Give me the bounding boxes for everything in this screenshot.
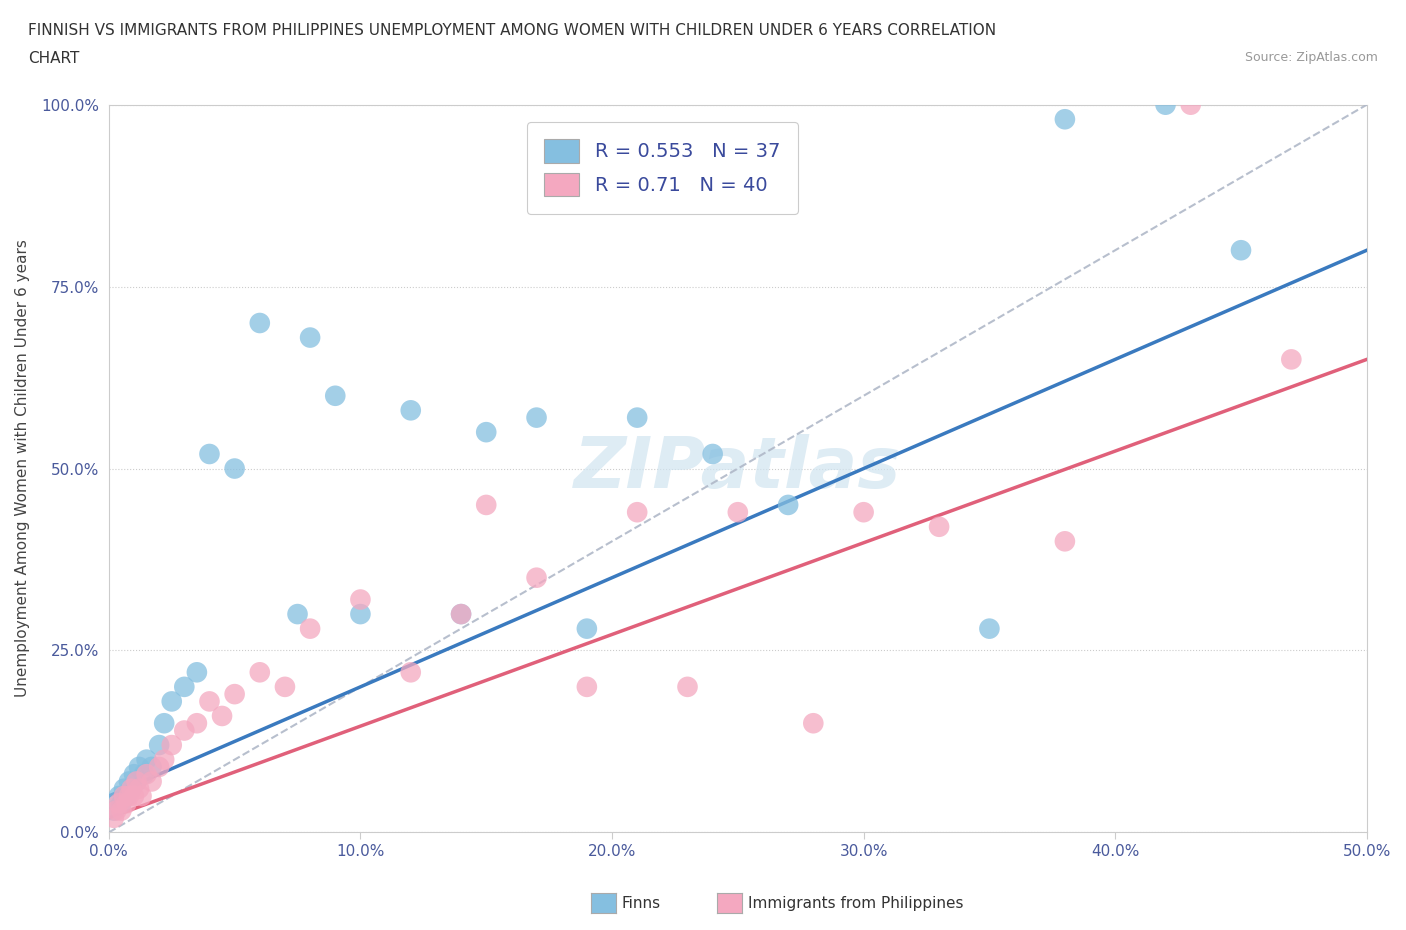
Point (249, 315, 271, 330)
Point (121, 781, 143, 796)
Text: FINNISH VS IMMIGRANTS FROM PHILIPPINES UNEMPLOYMENT AMONG WOMEN WITH CHILDREN UN: FINNISH VS IMMIGRANTS FROM PHILIPPINES U… (28, 23, 997, 38)
Point (475, 498, 498, 512)
Point (132, 766, 155, 781)
Point (349, 606, 371, 621)
Point (1230, 243, 1253, 258)
Point (118, 774, 141, 789)
Point (108, 796, 131, 811)
Point (186, 716, 208, 731)
Point (115, 796, 138, 811)
Point (122, 766, 145, 781)
Point (198, 694, 221, 709)
Point (198, 446, 221, 461)
Point (115, 789, 138, 804)
Point (575, 680, 598, 695)
Y-axis label: Unemployment Among Women with Children Under 6 years: Unemployment Among Women with Children U… (15, 240, 30, 698)
Point (526, 410, 548, 425)
Point (103, 810, 125, 825)
Point (135, 766, 157, 781)
Point (323, 389, 346, 404)
Point (112, 781, 135, 796)
Point (186, 665, 208, 680)
Point (1180, 98, 1202, 113)
Point (1053, 534, 1076, 549)
Point (105, 804, 128, 818)
Point (450, 606, 472, 621)
Point (450, 606, 472, 621)
Point (979, 621, 1001, 636)
Point (131, 789, 153, 804)
Point (153, 716, 176, 731)
Point (349, 592, 371, 607)
Point (626, 505, 648, 520)
Point (575, 621, 598, 636)
Point (702, 446, 724, 461)
Text: Immigrants from Philippines: Immigrants from Philippines (748, 896, 963, 910)
Point (475, 425, 498, 440)
Point (274, 680, 297, 695)
Point (399, 403, 422, 418)
Point (299, 330, 322, 345)
Point (852, 505, 875, 520)
Point (287, 606, 309, 621)
Point (125, 774, 148, 789)
Point (676, 680, 699, 695)
Point (135, 752, 157, 767)
Point (110, 796, 132, 811)
Point (1154, 98, 1177, 113)
Point (1053, 112, 1076, 126)
Point (173, 680, 195, 695)
Point (112, 789, 135, 804)
Point (103, 804, 125, 818)
Point (160, 694, 183, 709)
Point (224, 461, 246, 476)
Point (153, 752, 176, 767)
Point (148, 760, 170, 775)
Point (399, 665, 422, 680)
Legend: R = 0.553   N = 37, R = 0.71   N = 40: R = 0.553 N = 37, R = 0.71 N = 40 (527, 122, 797, 214)
Point (211, 709, 233, 724)
Text: Source: ZipAtlas.com: Source: ZipAtlas.com (1244, 51, 1378, 64)
Text: CHART: CHART (28, 51, 80, 66)
Text: ZIPatlas: ZIPatlas (574, 434, 901, 503)
Point (125, 774, 148, 789)
Point (118, 789, 141, 804)
Point (727, 505, 749, 520)
Point (1279, 352, 1302, 366)
Text: Finns: Finns (621, 896, 661, 910)
Point (928, 519, 950, 534)
Point (526, 570, 548, 585)
Point (128, 781, 150, 796)
Point (110, 804, 132, 818)
Point (299, 621, 322, 636)
Point (122, 789, 145, 804)
Point (121, 781, 143, 796)
Point (128, 760, 150, 775)
Point (108, 789, 131, 804)
Point (141, 760, 163, 775)
Point (778, 498, 800, 512)
Point (626, 410, 648, 425)
Point (249, 665, 271, 680)
Point (224, 686, 246, 701)
Point (173, 724, 195, 738)
Point (801, 716, 824, 731)
Point (141, 774, 163, 789)
Point (160, 737, 183, 752)
Point (148, 737, 170, 752)
